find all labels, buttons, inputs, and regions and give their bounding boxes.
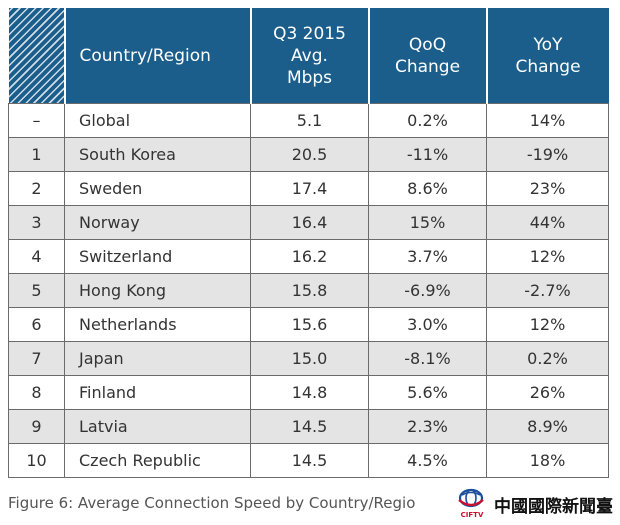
yoy-cell: 14%: [486, 103, 609, 138]
table-row: 2 Sweden 17.4 8.6% 23%: [8, 171, 609, 206]
yoy-cell: -19%: [486, 137, 609, 172]
yoy-header-line-1: YoY: [533, 34, 563, 55]
rank-cell: 1: [8, 137, 65, 172]
country-cell: Global: [64, 103, 251, 138]
rank-cell: 4: [8, 239, 65, 274]
speed-cell: 15.0: [250, 341, 369, 376]
yoy-header: YoY Change: [486, 8, 609, 104]
table-header-row: Country/Region Q3 2015 Avg. Mbps QoQ Cha…: [8, 8, 609, 104]
watermark-station-name: 中國國際新聞臺: [494, 497, 613, 517]
table-row: 10 Czech Republic 14.5 4.5% 18%: [8, 443, 609, 478]
yoy-cell: 23%: [486, 171, 609, 206]
country-cell: South Korea: [64, 137, 251, 172]
yoy-cell: 18%: [486, 443, 609, 478]
country-cell: Norway: [64, 205, 251, 240]
country-cell: Czech Republic: [64, 443, 251, 478]
speed-cell: 5.1: [250, 103, 369, 138]
yoy-cell: 0.2%: [486, 341, 609, 376]
rank-cell: 7: [8, 341, 65, 376]
speed-header: Q3 2015 Avg. Mbps: [250, 8, 370, 104]
speed-cell: 15.6: [250, 307, 369, 342]
speed-cell: 17.4: [250, 171, 369, 206]
rank-cell: –: [8, 103, 65, 138]
country-header: Country/Region: [64, 8, 252, 104]
rank-cell: 6: [8, 307, 65, 342]
connection-speed-table-container: Country/Region Q3 2015 Avg. Mbps QoQ Cha…: [8, 8, 609, 478]
yoy-cell: 26%: [486, 375, 609, 410]
speed-cell: 20.5: [250, 137, 369, 172]
table-row: – Global 5.1 0.2% 14%: [8, 103, 609, 138]
country-cell: Japan: [64, 341, 251, 376]
table-row: 3 Norway 16.4 15% 44%: [8, 205, 609, 240]
qoq-header: QoQ Change: [368, 8, 488, 104]
country-cell: Hong Kong: [64, 273, 251, 308]
qoq-cell: 5.6%: [368, 375, 487, 410]
qoq-cell: 3.7%: [368, 239, 487, 274]
qoq-cell: 2.3%: [368, 409, 487, 444]
cifttv-logo-icon: [458, 488, 484, 508]
qoq-cell: 4.5%: [368, 443, 487, 478]
connection-speed-table: Country/Region Q3 2015 Avg. Mbps QoQ Cha…: [8, 8, 609, 478]
yoy-cell: 8.9%: [486, 409, 609, 444]
table-row: 7 Japan 15.0 -8.1% 0.2%: [8, 341, 609, 376]
table-row: 4 Switzerland 16.2 3.7% 12%: [8, 239, 609, 274]
speed-cell: 15.8: [250, 273, 369, 308]
qoq-header-line-2: Change: [394, 56, 461, 77]
yoy-header-line-2: Change: [515, 56, 581, 77]
country-cell: Switzerland: [64, 239, 251, 274]
country-cell: Latvia: [64, 409, 251, 444]
speed-header-line-3: Mbps: [286, 67, 333, 88]
qoq-cell: -8.1%: [368, 341, 487, 376]
rank-cell: 2: [8, 171, 65, 206]
rank-cell: 10: [8, 443, 65, 478]
speed-cell: 14.8: [250, 375, 369, 410]
qoq-cell: -6.9%: [368, 273, 487, 308]
speed-cell: 14.5: [250, 409, 369, 444]
rank-cell: 9: [8, 409, 65, 444]
qoq-cell: 8.6%: [368, 171, 487, 206]
rank-cell: 3: [8, 205, 65, 240]
speed-cell: 16.2: [250, 239, 369, 274]
rank-cell: 8: [8, 375, 65, 410]
rank-cell: 5: [8, 273, 65, 308]
figure-caption: Figure 6: Average Connection Speed by Co…: [8, 494, 416, 512]
table-row: 5 Hong Kong 15.8 -6.9% -2.7%: [8, 273, 609, 308]
table-row: 6 Netherlands 15.6 3.0% 12%: [8, 307, 609, 342]
qoq-cell: 0.2%: [368, 103, 487, 138]
speed-header-line-2: Avg.: [291, 45, 328, 66]
yoy-cell: -2.7%: [486, 273, 609, 308]
rank-header-hatched: [8, 8, 66, 104]
qoq-cell: 3.0%: [368, 307, 487, 342]
yoy-cell: 44%: [486, 205, 609, 240]
country-cell: Sweden: [64, 171, 251, 206]
cifttv-watermark: CIFTV 中國國際新聞臺: [452, 486, 620, 525]
table-row: 1 South Korea 20.5 -11% -19%: [8, 137, 609, 172]
speed-cell: 16.4: [250, 205, 369, 240]
watermark-abbreviation: CIFTV: [460, 511, 484, 519]
yoy-cell: 12%: [486, 239, 609, 274]
qoq-cell: 15%: [368, 205, 487, 240]
qoq-cell: -11%: [368, 137, 487, 172]
table-row: 9 Latvia 14.5 2.3% 8.9%: [8, 409, 609, 444]
country-cell: Finland: [64, 375, 251, 410]
speed-cell: 14.5: [250, 443, 369, 478]
qoq-header-line-1: QoQ: [408, 34, 447, 55]
table-row: 8 Finland 14.8 5.6% 26%: [8, 375, 609, 410]
speed-header-line-1: Q3 2015: [273, 23, 346, 44]
yoy-cell: 12%: [486, 307, 609, 342]
country-cell: Netherlands: [64, 307, 251, 342]
